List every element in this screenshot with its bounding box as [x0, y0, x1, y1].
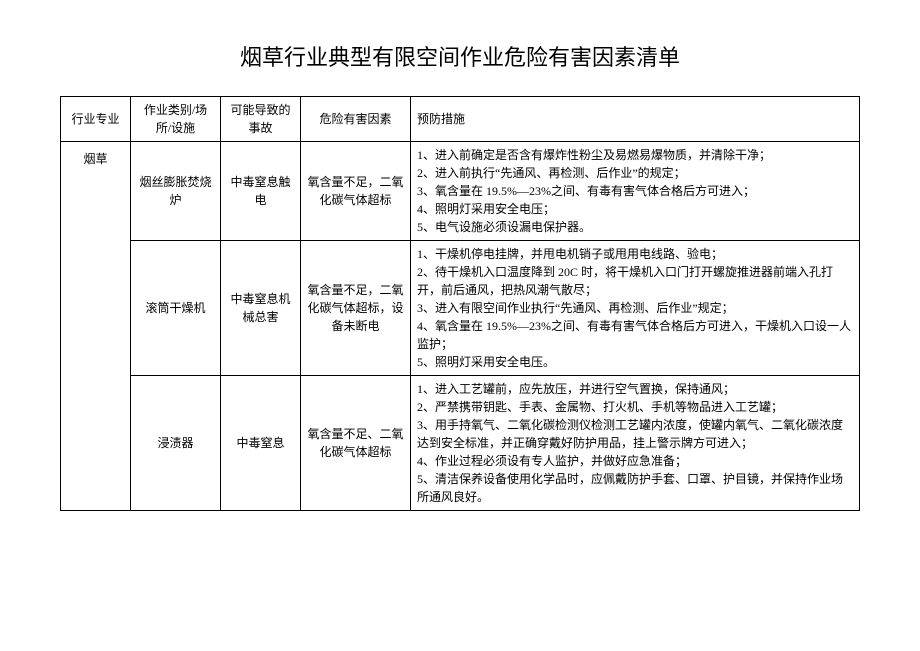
- header-row: 行业专业 作业类别/场所/设施 可能导致的事故 危险有害因素 预防措施: [61, 97, 860, 142]
- cell-category-1: 滚筒干燥机: [131, 241, 221, 376]
- cell-measures-1: 1、干燥机停电挂牌，并甩电机销子或甩用电线路、验电；2、待干燥机入口温度降到 2…: [411, 241, 860, 376]
- header-industry: 行业专业: [61, 97, 131, 142]
- table-row: 滚筒干燥机 中毒窒息机械总害 氧含量不足，二氧化碳气体超标，设备未断电 1、干燥…: [61, 241, 860, 376]
- cell-accident-2: 中毒窒息: [221, 376, 301, 511]
- cell-accident-0: 中毒窒息触电: [221, 142, 301, 241]
- cell-industry: 烟草: [61, 142, 131, 511]
- table-row: 烟草 烟丝膨胀焚烧炉 中毒窒息触电 氧含量不足，二氧化碳气体超标 1、进入前确定…: [61, 142, 860, 241]
- cell-category-2: 浸渍器: [131, 376, 221, 511]
- cell-category-0: 烟丝膨胀焚烧炉: [131, 142, 221, 241]
- table-row: 浸渍器 中毒窒息 氧含量不足、二氧化碳气体超标 1、进入工艺罐前，应先放压，并进…: [61, 376, 860, 511]
- cell-hazard-1: 氧含量不足，二氧化碳气体超标，设备未断电: [301, 241, 411, 376]
- header-category: 作业类别/场所/设施: [131, 97, 221, 142]
- cell-accident-1: 中毒窒息机械总害: [221, 241, 301, 376]
- cell-measures-2: 1、进入工艺罐前，应先放压，并进行空气置换，保持通风；2、严禁携带钥匙、手表、金…: [411, 376, 860, 511]
- cell-hazard-2: 氧含量不足、二氧化碳气体超标: [301, 376, 411, 511]
- document-title: 烟草行业典型有限空间作业危险有害因素清单: [60, 40, 860, 72]
- cell-measures-0: 1、进入前确定是否含有爆炸性粉尘及易燃易爆物质，并清除干净；2、进入前执行“先通…: [411, 142, 860, 241]
- header-hazard: 危险有害因素: [301, 97, 411, 142]
- header-measures: 预防措施: [411, 97, 860, 142]
- cell-hazard-0: 氧含量不足，二氧化碳气体超标: [301, 142, 411, 241]
- header-accident: 可能导致的事故: [221, 97, 301, 142]
- hazard-table: 行业专业 作业类别/场所/设施 可能导致的事故 危险有害因素 预防措施 烟草 烟…: [60, 96, 860, 511]
